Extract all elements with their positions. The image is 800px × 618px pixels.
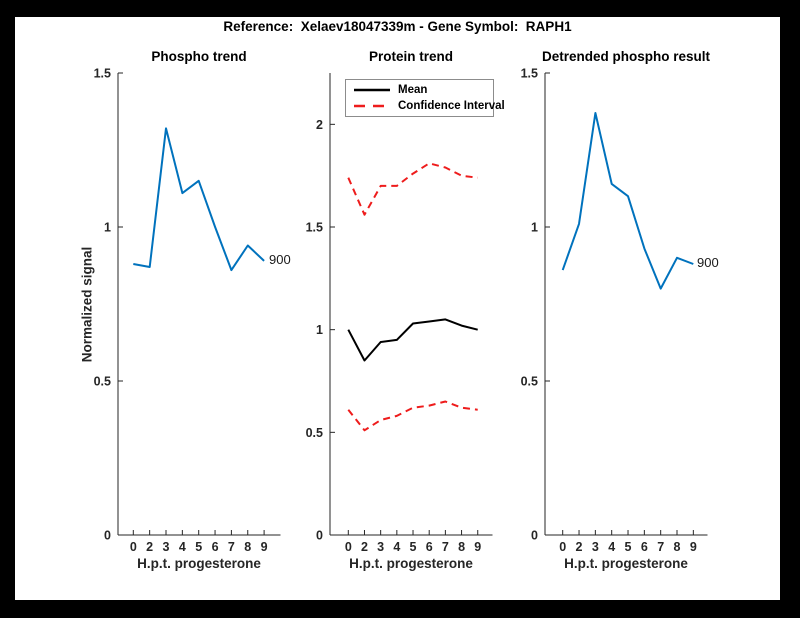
phospho-trend-chart: 0 2 3 4 5 6 7 8 900.511.5 [94, 67, 281, 554]
y-tick-label: 0 [104, 529, 111, 543]
plot1-title: Phospho trend [151, 49, 247, 64]
series-end-label-900: 900 [697, 255, 719, 270]
y-tick-label: 0.5 [306, 426, 323, 440]
x-tick-label: 9 [690, 540, 697, 554]
detrended-phospho-chart: 0 2 3 4 5 6 7 8 900.511.5 [521, 67, 708, 554]
y-tick-label: 0.5 [94, 375, 111, 389]
plot1-xlabel: H.p.t. progesterone [137, 556, 261, 571]
protein-trend-series-mean [347, 318, 478, 362]
y-tick-label: 0 [531, 529, 538, 543]
y-tick-label: 1 [531, 221, 538, 235]
plot2-xlabel: H.p.t. progesterone [349, 556, 473, 571]
x-tick-label: 7 [442, 540, 449, 554]
x-tick-label: 2 [576, 540, 583, 554]
x-tick-label: 2 [146, 540, 153, 554]
legend-label-mean: Mean [398, 84, 428, 96]
y-tick-label: 1 [316, 323, 323, 337]
x-tick-label: 8 [244, 540, 251, 554]
y-tick-label: 2 [316, 118, 323, 132]
plot3-xlabel: H.p.t. progesterone [564, 556, 688, 571]
protein-trend-series-ci-lower [347, 400, 478, 432]
plot1-ylabel: Normalized signal [79, 246, 95, 363]
x-tick-label: 0 [345, 540, 352, 554]
y-tick-label: 1.5 [521, 67, 538, 81]
x-tick-label: 8 [674, 540, 681, 554]
x-tick-label: 6 [212, 540, 219, 554]
legend-label-confidence-interval: Confidence Interval [398, 100, 505, 112]
confidence-interval-line-sample-icon [354, 104, 390, 108]
protein-trend-series-ci-upper [347, 162, 478, 216]
x-tick-label: 0 [130, 540, 137, 554]
x-tick-label: 6 [426, 540, 433, 554]
x-tick-label: 4 [608, 540, 615, 554]
x-tick-label: 9 [261, 540, 268, 554]
x-tick-label: 3 [377, 540, 384, 554]
detrended-phospho-series-900 [561, 112, 694, 290]
phospho-trend-series-900 [133, 127, 265, 272]
legend: Mean Confidence Interval [345, 79, 505, 117]
plot2-title: Protein trend [368, 49, 453, 64]
x-tick-label: 0 [559, 540, 566, 554]
y-tick-label: 1.5 [306, 221, 323, 235]
x-tick-label: 4 [393, 540, 400, 554]
legend-item-mean: Mean [346, 82, 493, 98]
x-tick-label: 5 [410, 540, 417, 554]
x-tick-label: 3 [592, 540, 599, 554]
x-tick-label: 5 [625, 540, 632, 554]
y-tick-label: 1.5 [94, 67, 111, 81]
x-tick-label: 7 [228, 540, 235, 554]
mean-line-sample-icon [354, 88, 390, 92]
x-tick-label: 5 [195, 540, 202, 554]
legend-item-confidence-interval: Confidence Interval [346, 98, 505, 114]
protein-trend-chart: 0 2 3 4 5 6 7 8 900.511.52 [306, 73, 493, 554]
x-tick-label: 3 [163, 540, 170, 554]
x-tick-label: 9 [474, 540, 481, 554]
x-tick-label: 4 [179, 540, 186, 554]
x-tick-label: 6 [641, 540, 648, 554]
series-end-label-900: 900 [269, 252, 291, 267]
y-tick-label: 0 [316, 529, 323, 543]
x-tick-label: 7 [657, 540, 664, 554]
plot3-title: Detrended phospho result [541, 49, 710, 64]
figure-title: Reference: Xelaev18047339m - Gene Symbol… [223, 19, 572, 34]
x-tick-label: 8 [458, 540, 465, 554]
x-tick-label: 2 [361, 540, 368, 554]
y-tick-label: 0.5 [521, 375, 538, 389]
y-tick-label: 1 [104, 221, 111, 235]
